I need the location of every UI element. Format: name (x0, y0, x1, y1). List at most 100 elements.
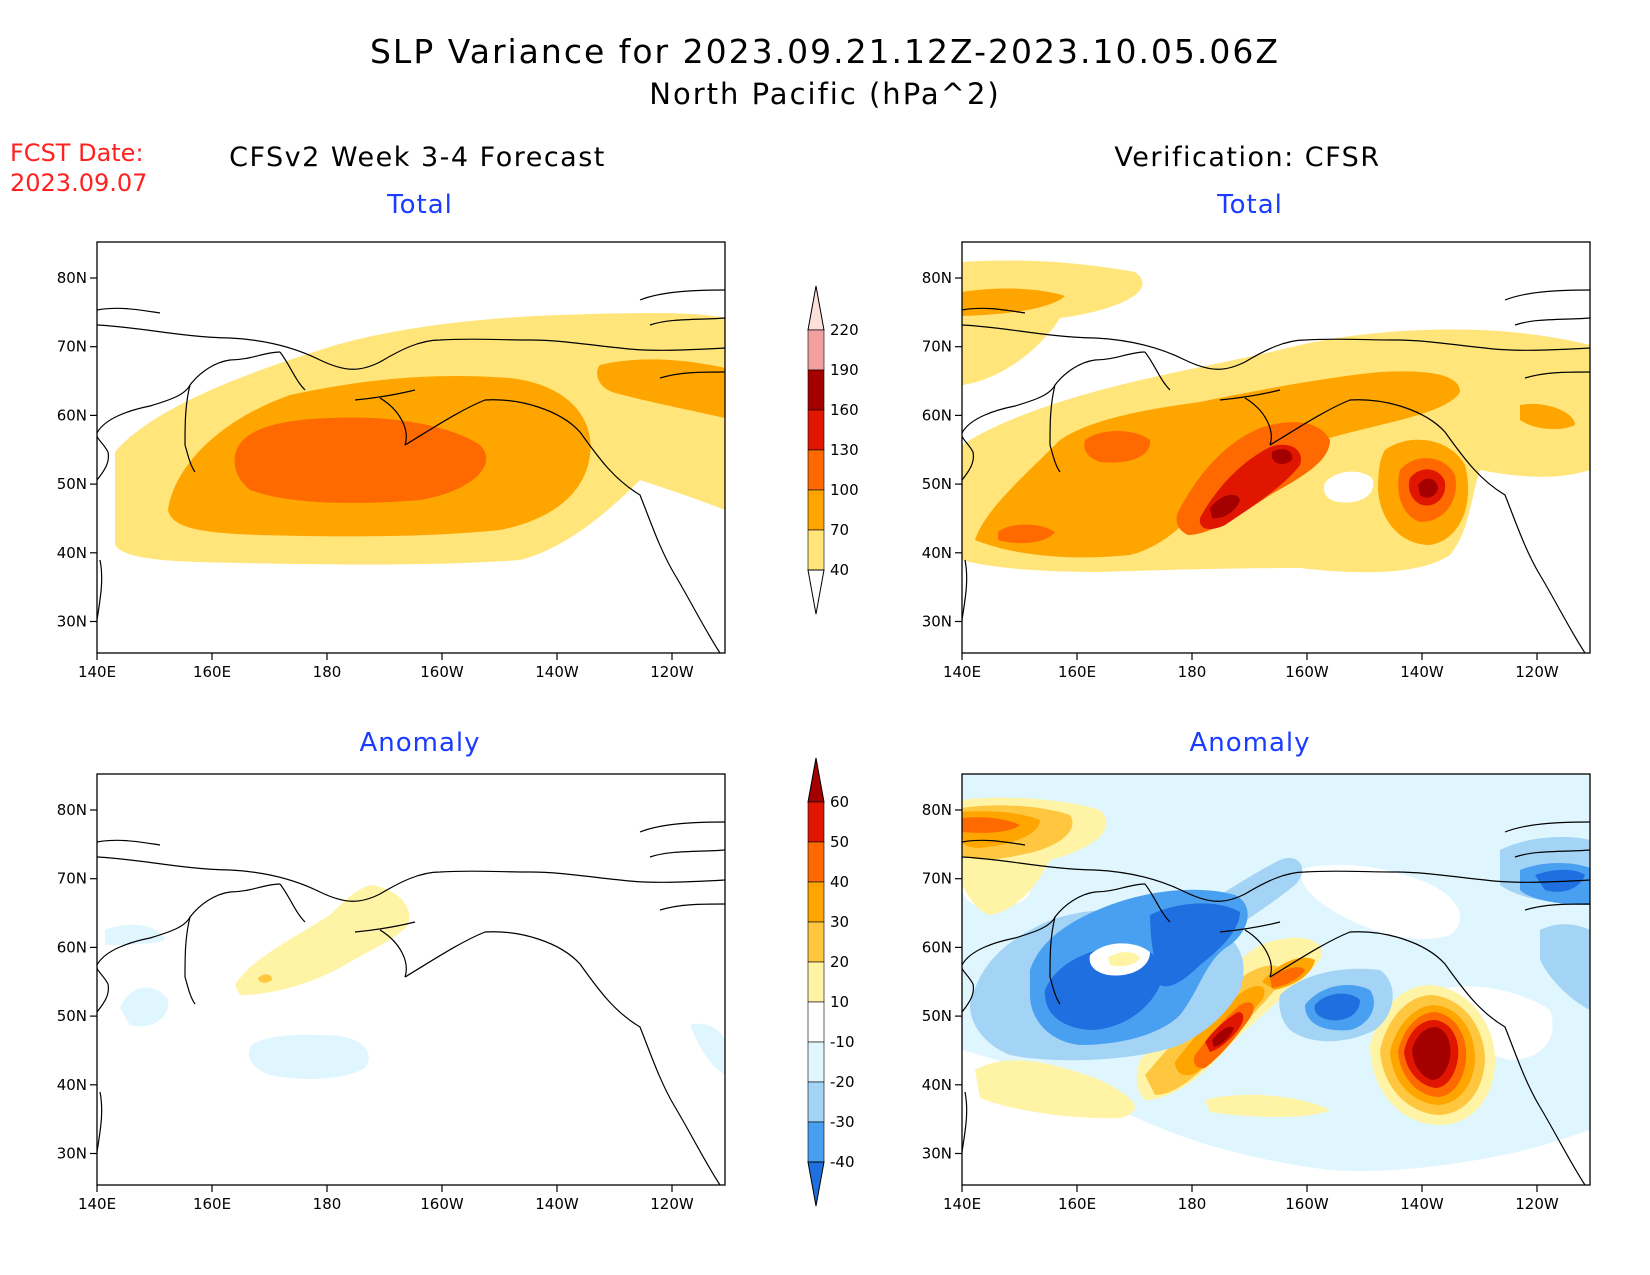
forecast-total-panel: 80N 70N 60N 50N 40N 30N 140E 160E 180 160W 140W 120… (57, 241, 726, 681)
colorbar-label: 190 (830, 361, 859, 379)
forecast-anomaly-axes: 80N 70N 60N 50N 40N 30N 140E 160E 180 160W 140W 120… (57, 801, 694, 1213)
lat-tick-label: 60N (57, 406, 87, 424)
forecast-total-frame (96, 241, 726, 654)
lon-tick-label: 140E (943, 1195, 981, 1213)
lat-tick-label: 60N (922, 938, 952, 956)
colorbar-swatch (807, 489, 825, 531)
colorbar-swatch (807, 961, 825, 1003)
lon-tick-label: 180 (313, 663, 342, 681)
lat-tick-label: 40N (57, 544, 87, 562)
lat-tick-label: 80N (57, 269, 87, 287)
verif-total-frame (961, 241, 1591, 654)
lat-tick-label: 50N (57, 475, 87, 493)
verif-anomaly-shading (962, 774, 1590, 1185)
verif-total-title: Total (1217, 190, 1283, 220)
colorbar-swatch (807, 529, 825, 571)
figure-title: SLP Variance for 2023.09.21.12Z-2023.10.… (369, 32, 1281, 71)
colorbar-swatch (807, 801, 825, 843)
colorbar-swatch (807, 369, 825, 411)
lat-tick-label: 70N (57, 870, 87, 888)
colorbar-label: -30 (830, 1113, 855, 1131)
colorbar-label: 70 (830, 521, 849, 539)
colorbar-label: 60 (830, 793, 849, 811)
verif-total-axes: 80N 70N 60N 50N 40N 30N 140E 160E 180 160W 140W 120… (922, 269, 1559, 681)
forecast-anomaly-panel: 80N 70N 60N 50N 40N 30N 140E 160E 180 160W 140W 120… (57, 773, 726, 1213)
lat-tick-label: 30N (57, 613, 87, 631)
verif-anomaly-title: Anomaly (1189, 728, 1311, 758)
colorbar-top-arrow (807, 285, 825, 331)
lon-tick-label: 160E (193, 663, 231, 681)
lon-tick-label: 120W (1515, 663, 1559, 681)
verif-total-shading (962, 260, 1590, 573)
lat-tick-label: 40N (922, 1076, 952, 1094)
lat-tick-label: 40N (922, 544, 952, 562)
lat-tick-label: 30N (57, 1145, 87, 1163)
colorbar-label: 20 (830, 953, 849, 971)
colorbar-label: 10 (830, 993, 849, 1011)
lat-tick-label: 40N (57, 1076, 87, 1094)
lat-tick-label: 80N (922, 801, 952, 819)
colorbar-swatch (807, 1001, 825, 1043)
colorbar-swatch (807, 881, 825, 923)
colorbar-label: -10 (830, 1033, 855, 1051)
colorbar-swatch (807, 1081, 825, 1123)
forecast-total-axes: 80N 70N 60N 50N 40N 30N 140E 160E 180 160W 140W 120… (57, 269, 694, 681)
colorbar-label: 100 (830, 481, 859, 499)
forecast-anomaly-shading (105, 885, 725, 1080)
forecast-total-title: Total (387, 190, 453, 220)
forecast-anomaly-frame (96, 773, 726, 1186)
colorbar-label: -40 (830, 1153, 855, 1171)
verif-anomaly-frame (961, 773, 1591, 1186)
lon-tick-label: 120W (650, 663, 694, 681)
colorbar-swatch (807, 449, 825, 491)
fcst-date-value: 2023.09.07 (10, 169, 148, 197)
lon-tick-label: 160W (420, 663, 464, 681)
right-column-title: Verification: CFSR (1114, 142, 1381, 173)
lon-tick-label: 180 (1178, 663, 1207, 681)
lat-tick-label: 70N (922, 338, 952, 356)
lon-tick-label: 160W (1285, 663, 1329, 681)
colorbar-label: 40 (830, 873, 849, 891)
lon-tick-label: 140W (535, 1195, 579, 1213)
fcst-date-label: FCST Date: (10, 139, 144, 167)
lon-tick-label: 160E (1058, 1195, 1096, 1213)
lat-tick-label: 50N (57, 1007, 87, 1025)
lat-tick-label: 80N (57, 801, 87, 819)
verif-total-panel: 80N 70N 60N 50N 40N 30N 140E 160E 180 160W 140W 120… (922, 241, 1591, 681)
lat-tick-label: 70N (922, 870, 952, 888)
lat-tick-label: 80N (922, 269, 952, 287)
colorbar-top-arrow (807, 757, 825, 803)
forecast-anomaly-coastlines (97, 821, 725, 1185)
lon-tick-label: 120W (650, 1195, 694, 1213)
lat-tick-label: 30N (922, 1145, 952, 1163)
lat-tick-label: 30N (922, 613, 952, 631)
colorbar-swatch (807, 329, 825, 371)
colorbar-swatch (807, 1041, 825, 1083)
colorbar-label: 50 (830, 833, 849, 851)
lon-tick-label: 180 (1178, 1195, 1207, 1213)
verif-anomaly-coastlines (962, 821, 1590, 1185)
lon-tick-label: 140E (78, 1195, 116, 1213)
colorbar-label: 160 (830, 401, 859, 419)
lat-tick-label: 70N (57, 338, 87, 356)
lon-tick-label: 140E (78, 663, 116, 681)
colorbar-label: 130 (830, 441, 859, 459)
lon-tick-label: 180 (313, 1195, 342, 1213)
total-colorbar: 220 190 160 130 100 70 40 (807, 285, 859, 615)
colorbar-swatch (807, 1121, 825, 1163)
lon-tick-label: 160W (1285, 1195, 1329, 1213)
forecast-anomaly-title: Anomaly (359, 728, 481, 758)
lon-tick-label: 160E (1058, 663, 1096, 681)
colorbar-swatch (807, 409, 825, 451)
colorbar-label: 30 (830, 913, 849, 931)
verif-anomaly-axes: 80N 70N 60N 50N 40N 30N 140E 160E 180 160W 140W 120… (922, 801, 1559, 1213)
lon-tick-label: 140W (535, 663, 579, 681)
forecast-total-shading (115, 313, 725, 565)
lon-tick-label: 140W (1400, 663, 1444, 681)
colorbar-swatch (807, 921, 825, 963)
lat-tick-label: 50N (922, 1007, 952, 1025)
colorbar-bottom-arrow (807, 1161, 825, 1207)
verif-anomaly-panel: 80N 70N 60N 50N 40N 30N 140E 160E 180 160W 140W 120… (922, 773, 1591, 1213)
colorbar-label: 40 (830, 561, 849, 579)
